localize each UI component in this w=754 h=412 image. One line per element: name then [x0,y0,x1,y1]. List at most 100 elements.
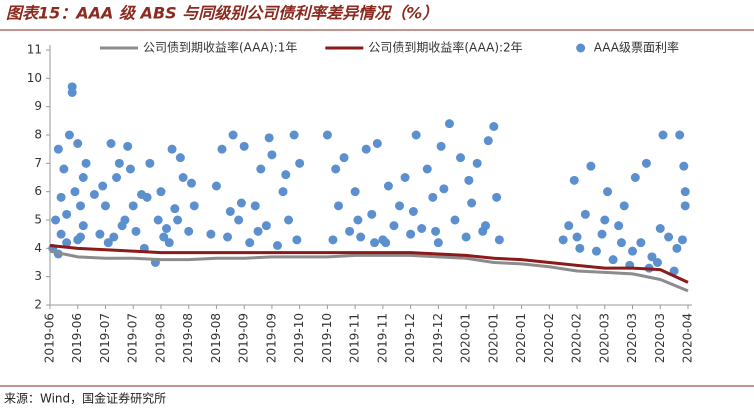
scatter-point [345,226,355,236]
scatter-point [292,235,302,245]
legend-label: 公司债到期收益率(AAA):1年 [143,40,297,55]
scatter-point [145,158,155,168]
x-tick-label: 2020-01 [459,313,473,363]
x-tick-label: 2019-12 [431,313,445,363]
scatter-point [481,221,491,231]
scatter-point [664,232,674,242]
scatter-point [597,229,607,239]
scatter-point [228,130,238,140]
scatter-point [142,192,152,202]
line-series [49,249,689,293]
x-tick-label: 2019-11 [348,313,362,363]
scatter-point [616,238,626,248]
scatter-point [281,170,291,180]
line-series [49,244,689,284]
scatter-point [170,204,180,214]
scatter-point [189,201,199,211]
scatter-point [272,241,282,250]
scatter-point [461,232,471,242]
scatter-point [78,221,88,231]
scatter-point [120,215,130,225]
x-tick-label: 2019-08 [209,313,223,363]
scatter-point [223,232,233,242]
scatter-point [106,139,116,148]
x-tick-label: 2019-07 [98,313,112,363]
scatter-point [370,238,380,248]
scatter-point [78,173,88,182]
scatter-point [328,235,338,245]
scatter-point [217,144,227,154]
scatter-point [51,215,61,225]
scatter-point [81,158,91,168]
x-tick-label: 2019-06 [43,313,57,363]
scatter-point [70,187,80,197]
scatter-point [641,158,651,168]
y-tick-label: 8 [34,128,42,142]
legend-swatch [576,43,586,53]
scatter-point [56,229,66,239]
source: 来源：Wind，国金证券研究所 [4,391,166,406]
scatter-point [234,215,244,225]
scatter-point [411,130,421,140]
legend-label: AAA级票面利率 [594,40,679,55]
scatter-point [444,119,454,129]
scatter-point [558,235,568,245]
scatter-point [680,187,690,197]
scatter-point [162,224,172,233]
scatter-point [367,209,377,219]
scatter-point [295,158,305,168]
scatter-point [669,266,679,276]
scatter-point [675,130,685,140]
y-tick-label: 5 [34,213,42,227]
scatter-point [128,201,138,211]
scatter-point [100,201,110,211]
scatter-point [76,232,86,242]
scatter-point [175,153,185,163]
x-tick-label: 2019-06 [70,313,84,363]
scatter-point [586,161,596,171]
scatter-point [680,201,690,211]
scatter-point [103,238,113,248]
x-tick-label: 2020-02 [542,313,556,363]
scatter-point [572,232,582,242]
scatter-point [381,238,391,248]
x-tick-label: 2020-03 [653,313,667,363]
x-tick-label: 2020-03 [625,313,639,363]
scatter-point [123,141,133,151]
scatter-point [489,122,499,131]
scatter-point [167,144,177,154]
scatter-point [156,187,166,197]
scatter-point [652,258,662,267]
scatter-point [658,130,668,140]
scatter-point [76,201,86,211]
scatter-point [95,229,105,239]
x-tick-label: 2019-11 [375,313,389,363]
scatter-point [67,88,77,97]
scatter-point [408,207,418,216]
scatter-point [339,153,349,163]
scatter-point [173,215,183,225]
scatter-point [630,173,640,182]
scatter-point [284,215,294,225]
scatter-point [600,215,610,225]
scatter-point [264,133,274,143]
scatter-point [250,201,260,211]
scatter-point [619,201,629,211]
scatter-point [236,198,246,208]
scatter-point [245,238,255,248]
scatter-point [436,141,446,151]
y-tick-label: 6 [34,184,42,198]
scatter-point [267,150,277,160]
x-tick-label: 2019-10 [320,313,334,363]
x-tick-label: 2019-09 [237,313,251,363]
scatter-point [564,221,574,231]
x-tick-label: 2019-07 [126,313,140,363]
y-tick-label: 4 [34,241,42,255]
x-tick-label: 2019-10 [292,313,306,363]
y-tick-label: 10 [27,71,42,85]
scatter-point [431,226,441,236]
scatter-point [109,232,119,242]
scatter-point [456,153,466,163]
scatter-point [62,238,72,248]
